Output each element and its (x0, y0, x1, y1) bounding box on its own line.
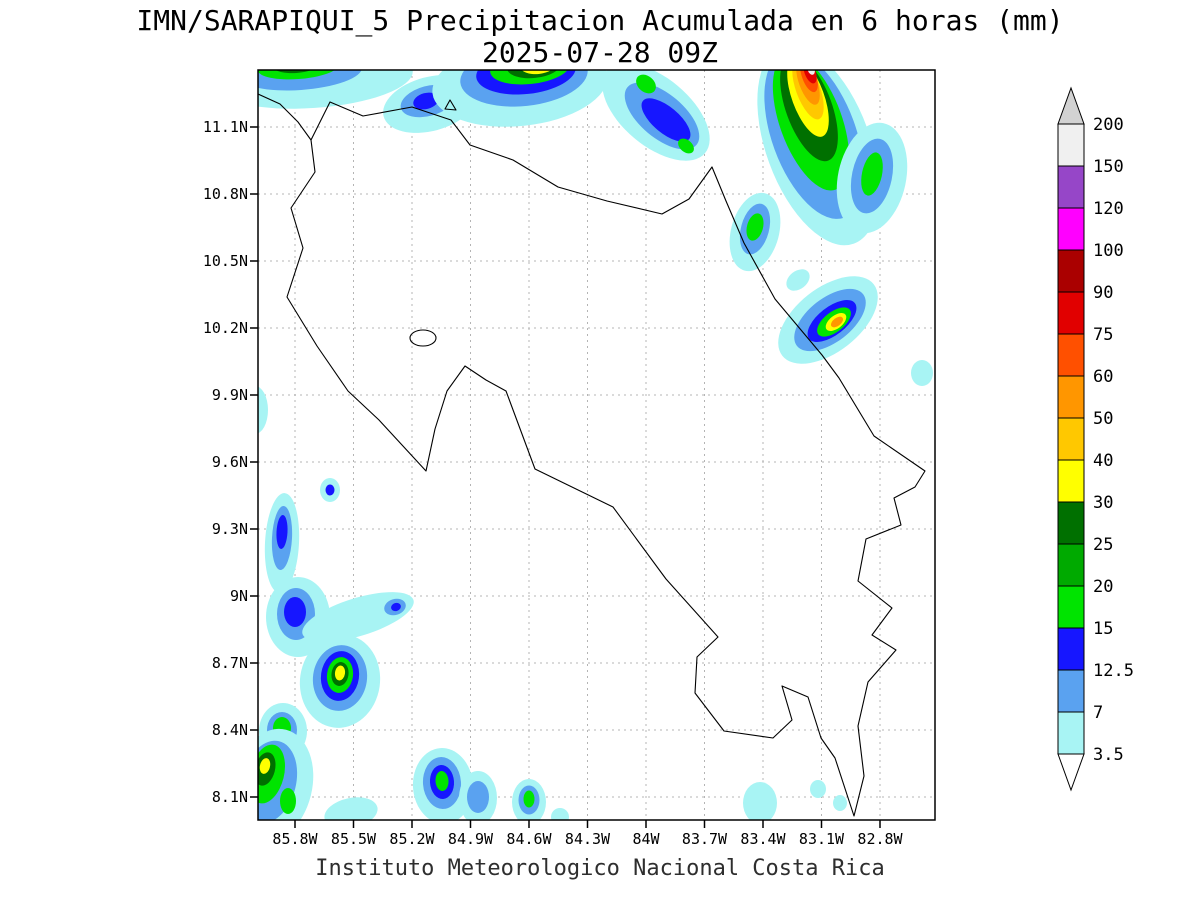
y-axis-tick-label: 9N (229, 587, 248, 605)
precipitation-map (250, 69, 936, 828)
colorbar-level-label: 120 (1093, 199, 1124, 219)
nicaragua-coastline (258, 93, 312, 141)
map-subtitle-datetime: 2025-07-28 09Z (481, 36, 718, 69)
precip-contour (258, 70, 338, 80)
precip-contour (280, 788, 296, 814)
colorbar-level-label: 200 (1093, 115, 1124, 135)
colorbar-segment (1057, 543, 1085, 587)
colorbar-segment (1057, 585, 1085, 629)
colorbar-level-label: 50 (1093, 409, 1113, 429)
y-axis-tick-label: 10.2N (202, 319, 248, 337)
precip-contour (746, 213, 764, 241)
colorbar-segment (1057, 627, 1085, 671)
colorbar-segment (1057, 417, 1085, 461)
y-axis-tick-label: 8.4N (211, 721, 248, 739)
costa-rica-coastline (286, 101, 926, 817)
precip-contour (830, 316, 844, 328)
colorbar-segment (1057, 669, 1085, 713)
precip-contour (276, 515, 288, 549)
y-axis-tick-label: 9.3N (211, 520, 248, 538)
colorbar-level-label: 30 (1093, 493, 1113, 513)
precip-contour (807, 70, 815, 75)
colorbar-segment (1057, 711, 1085, 755)
colorbar-segment (1057, 165, 1085, 209)
precip-contour (391, 602, 401, 612)
precip-contour (258, 386, 268, 434)
chira-island-outline (409, 329, 437, 347)
precip-contour (743, 782, 777, 820)
colorbar-level-label: 150 (1093, 157, 1124, 177)
colorbar-level-label: 20 (1093, 577, 1113, 597)
colorbar-segment (1057, 249, 1085, 293)
precip-contour (551, 808, 569, 820)
x-axis-tick-label: 83.7W (681, 830, 728, 848)
colorbar-level-label: 25 (1093, 535, 1113, 555)
colorbar-segment (1057, 291, 1085, 335)
colorbar-level-label: 15 (1093, 619, 1113, 639)
x-axis-tick-label: 83.4W (740, 830, 786, 848)
precip-contour (641, 98, 691, 142)
map-title: IMN/SARAPIQUI_5 Precipitacion Acumulada … (136, 4, 1064, 37)
colorbar-legend: 200 150 120 100 90 75 60 50 40 30 25 20 15 12.5 7 3.5 (1057, 86, 1134, 792)
precip-contour (467, 781, 489, 813)
colorbar-segment (1057, 207, 1085, 251)
x-axis-tick-label: 84.3W (564, 830, 611, 848)
y-axis-tick-label: 9.6N (211, 453, 248, 471)
y-axis-tick-label: 11.1N (202, 118, 248, 136)
precip-contour (325, 484, 335, 496)
precip-contour (810, 780, 826, 798)
footer-credit: Instituto Meteorologico Nacional Costa R… (315, 856, 885, 881)
axis-ticks (250, 126, 881, 828)
precip-contour (861, 152, 883, 196)
precip-contour (284, 597, 306, 627)
x-axis-tick-label: 82.8W (857, 830, 903, 848)
precip-contour (413, 92, 439, 110)
precip-contour (523, 790, 535, 808)
colorbar-level-label: 40 (1093, 451, 1113, 471)
y-axis-tick-label: 8.7N (211, 654, 248, 672)
precip-contour (324, 797, 378, 820)
colorbar-segment (1057, 501, 1085, 545)
x-axis-tick-label: 84W (632, 830, 660, 848)
colorbar-level-label: 100 (1093, 241, 1124, 261)
x-axis-tick-label: 85.2W (389, 830, 435, 848)
y-axis-tick-label: 10.5N (202, 252, 248, 270)
plot-border (257, 69, 936, 821)
x-axis-tick-label: 83.1W (798, 830, 845, 848)
colorbar-segment (1057, 459, 1085, 503)
colorbar-above-max-arrow (1057, 86, 1085, 125)
precip-contour (490, 70, 570, 85)
colorbar-segment (1057, 333, 1085, 377)
coastlines (258, 93, 926, 817)
precip-contour (334, 665, 346, 681)
y-axis-tick-label: 9.9N (211, 386, 248, 404)
y-axis-tick-label: 8.1N (211, 788, 248, 806)
islet-outline (444, 99, 457, 111)
y-axis-tick-label: 10.8N (202, 185, 248, 203)
precip-contour (259, 758, 271, 774)
colorbar-below-min-arrow (1057, 753, 1085, 792)
precip-contour (507, 70, 561, 79)
colorbar-level-label: 12.5 (1093, 661, 1134, 681)
x-axis-tick-label: 85.8W (272, 830, 318, 848)
precip-contour (786, 269, 810, 291)
precip-contour (833, 795, 847, 811)
precipitation-contours (258, 70, 933, 820)
precip-contour (678, 138, 694, 154)
precip-contour (636, 74, 656, 94)
colorbar-level-label: 3.5 (1093, 745, 1124, 765)
colorbar-segment (1057, 123, 1085, 167)
x-axis-tick-label: 84.6W (506, 830, 552, 848)
precip-contour (435, 771, 449, 791)
colorbar-segment (1057, 375, 1085, 419)
x-axis-tick-label: 84.9W (447, 830, 494, 848)
colorbar-level-label: 75 (1093, 325, 1113, 345)
precip-contour (911, 360, 933, 386)
colorbar-level-label: 60 (1093, 367, 1113, 387)
colorbar-level-label: 90 (1093, 283, 1113, 303)
x-axis-tick-label: 85.5W (330, 830, 377, 848)
colorbar-level-label: 7 (1093, 703, 1103, 723)
